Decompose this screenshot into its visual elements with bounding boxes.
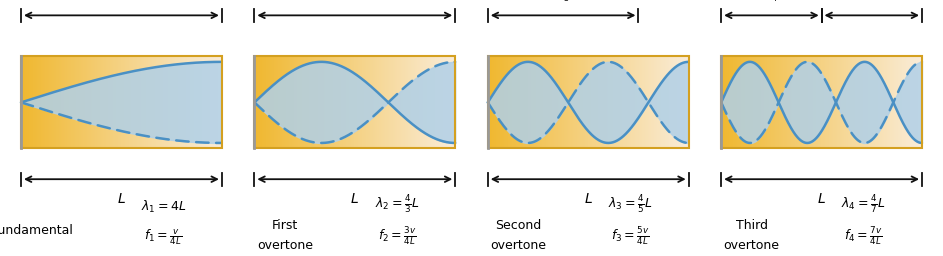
Text: $\frac{3}{4}\lambda_4$: $\frac{3}{4}\lambda_4$ — [862, 0, 882, 4]
Text: overtone: overtone — [256, 239, 313, 252]
Text: overtone: overtone — [723, 239, 780, 252]
Text: $f_2 = \frac{3v}{4L}$: $f_2 = \frac{3v}{4L}$ — [377, 225, 416, 247]
Bar — [255, 56, 455, 148]
Text: Second: Second — [495, 219, 541, 232]
Text: overtone: overtone — [490, 239, 546, 252]
Text: First: First — [272, 219, 298, 232]
Text: $\frac{1}{4}\lambda_1$: $\frac{1}{4}\lambda_1$ — [111, 0, 131, 4]
Bar — [488, 56, 688, 148]
Text: $L$: $L$ — [117, 192, 125, 206]
Text: $f_4 = \frac{7v}{4L}$: $f_4 = \frac{7v}{4L}$ — [844, 225, 883, 247]
Text: $f_3 = \frac{5v}{4L}$: $f_3 = \frac{5v}{4L}$ — [611, 225, 650, 247]
Text: $\lambda_1 = 4L$: $\lambda_1 = 4L$ — [141, 199, 186, 215]
Text: $\frac{3}{4}\lambda_2$: $\frac{3}{4}\lambda_2$ — [345, 0, 365, 4]
Text: Third: Third — [736, 219, 768, 232]
Text: $\lambda_3$: $\lambda_3$ — [556, 0, 571, 4]
Bar — [21, 56, 222, 148]
Text: $L$: $L$ — [584, 192, 592, 206]
Text: $\lambda_4$: $\lambda_4$ — [764, 0, 779, 4]
Text: $L$: $L$ — [351, 192, 359, 206]
Text: $\lambda_4 = \frac{4}{7}L$: $\lambda_4 = \frac{4}{7}L$ — [841, 193, 885, 215]
Text: $L$: $L$ — [818, 192, 826, 206]
Text: $\lambda_2 = \frac{4}{3}L$: $\lambda_2 = \frac{4}{3}L$ — [374, 193, 419, 215]
Text: $\lambda_3 = \frac{4}{5}L$: $\lambda_3 = \frac{4}{5}L$ — [608, 193, 653, 215]
Bar — [721, 56, 922, 148]
Text: Fundamental: Fundamental — [0, 224, 74, 237]
Text: $f_1 = \frac{v}{4L}$: $f_1 = \frac{v}{4L}$ — [144, 228, 183, 247]
